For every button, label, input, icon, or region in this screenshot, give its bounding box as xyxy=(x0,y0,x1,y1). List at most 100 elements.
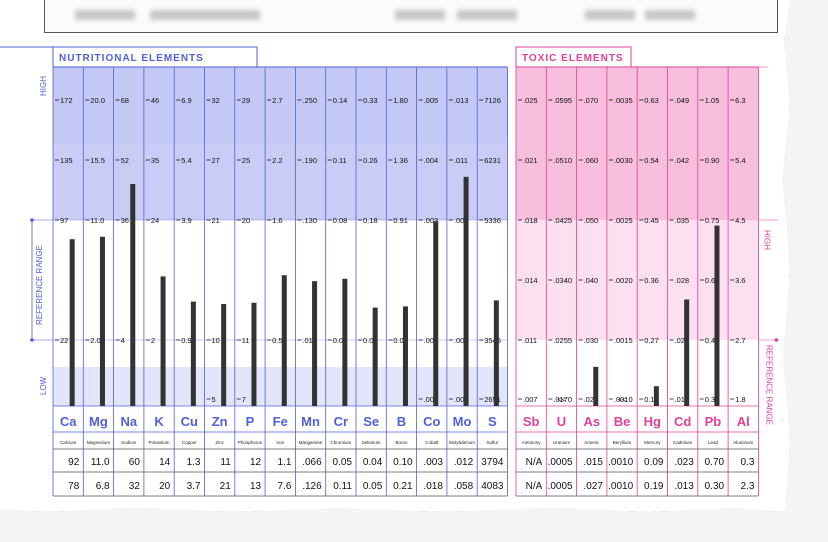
tick-label: .013 xyxy=(454,96,469,105)
tick-label: 27 xyxy=(212,156,220,165)
element-column-mo: .013 .011 .008 .003 .001 Mo Molybdenum .012 .058 xyxy=(448,96,475,492)
tick-label: 5 xyxy=(212,395,216,404)
result-bar xyxy=(433,221,439,406)
tick-label: 0.33 xyxy=(363,96,378,105)
reference-value: 20 xyxy=(159,481,171,492)
element-column-k: 46 35 24 2 K Potassium 14 20 xyxy=(145,96,171,492)
reference-range-label: REFERENCE RANGE xyxy=(35,245,44,325)
element-symbol: Ca xyxy=(60,414,77,429)
tick-label: 0.18 xyxy=(363,216,378,225)
tick-label: .025 xyxy=(523,96,538,105)
tick-label: .021 xyxy=(675,336,690,345)
reference-value: 0.05 xyxy=(363,481,383,492)
element-symbol: Al xyxy=(737,414,750,429)
tick-label: 1.36 xyxy=(393,156,408,165)
tick-label: 3546 xyxy=(484,336,501,345)
element-symbol: S xyxy=(488,414,497,429)
result-bar xyxy=(221,304,227,406)
tick-label: .049 xyxy=(675,96,690,105)
tick-label: 0.08 xyxy=(333,216,348,225)
element-symbol: Na xyxy=(120,414,137,429)
tick-label: .020 xyxy=(584,395,599,404)
toxic-side-axis: HIGH REFERENCE RANGE xyxy=(758,66,779,425)
reference-value: 0.11 xyxy=(333,481,352,492)
tick-label: .021 xyxy=(523,156,538,165)
result-bar xyxy=(653,386,659,406)
tick-label: 0.27 xyxy=(644,336,659,345)
tick-label: .001 xyxy=(424,336,439,345)
tick-label: .042 xyxy=(675,156,690,165)
tick-label: 0.02 xyxy=(393,336,408,345)
element-symbol: Mg xyxy=(89,414,108,429)
element-column-na: 68 52 36 4 Na Sodium 60 32 xyxy=(115,96,141,492)
tick-label: 0.5 xyxy=(272,336,282,345)
element-column-co: .005 .004 .003 .001 .000 Co Cobalt .003 .018 xyxy=(418,96,443,492)
element-symbol: Mn xyxy=(301,414,320,429)
element-column-cd: .049 .042 .035 .028 .021 .014 Cd Cadmium .023 .01… xyxy=(669,96,694,492)
tick-label: 0.11 xyxy=(333,156,347,165)
tick-label: .0425 xyxy=(553,216,572,225)
tick-label: 0.54 xyxy=(644,156,659,165)
result-value: .0010 xyxy=(608,457,633,468)
element-name: Beryllium xyxy=(613,440,632,445)
tick-label: .190 xyxy=(302,156,317,165)
element-symbol: Cr xyxy=(334,414,348,429)
tick-label: 29 xyxy=(242,96,250,105)
tick-label: .008 xyxy=(454,216,469,225)
result-value: 11.0 xyxy=(91,457,110,468)
tick-label: .004 xyxy=(424,156,439,165)
result-value: 0.09 xyxy=(644,457,664,468)
reference-value: 7.6 xyxy=(277,481,291,492)
result-value: 14 xyxy=(159,457,171,468)
reference-value: .0005 xyxy=(548,481,573,492)
tick-label: 52 xyxy=(121,156,129,165)
element-name: Phosphorus xyxy=(238,440,263,445)
tick-label: 22 xyxy=(60,336,68,345)
tick-label: .130 xyxy=(302,216,317,225)
element-name: Manganese xyxy=(299,440,323,445)
tick-label: 2.7 xyxy=(272,96,282,105)
tick-label: 0.9 xyxy=(181,336,191,345)
tick-label: .014 xyxy=(523,276,538,285)
result-value: .012 xyxy=(454,457,474,468)
tick-label: .005 xyxy=(424,96,439,105)
tick-label: .0170 xyxy=(553,395,572,404)
result-bar xyxy=(684,299,690,406)
reference-value: 4083 xyxy=(481,481,504,492)
element-column-mn: .250 .190 .130 .010 Mn Manganese .066 .126 xyxy=(297,96,323,492)
result-value: .003 xyxy=(423,457,443,468)
result-bar xyxy=(160,276,166,406)
tick-label: .0025 xyxy=(614,216,633,225)
result-bar xyxy=(312,281,318,406)
high-label: HIGH xyxy=(762,230,771,250)
element-symbol: Cu xyxy=(181,414,198,429)
element-name: Selenium xyxy=(362,440,381,445)
tick-label: .0595 xyxy=(553,96,572,105)
section-title: TOXIC ELEMENTS xyxy=(522,53,624,64)
below-range-marker: << xyxy=(618,395,627,404)
result-value: 60 xyxy=(129,457,141,468)
tick-label: 20.0 xyxy=(90,96,105,105)
element-name: Potassium xyxy=(149,440,170,445)
tick-label: 0.30 xyxy=(705,395,720,404)
tick-label: .0020 xyxy=(614,276,633,285)
element-column-be: .0035.0030.0025.0020.0015.0010<<BeBeryll… xyxy=(608,96,633,492)
result-bar xyxy=(190,301,196,406)
tick-label: 2 xyxy=(151,336,155,345)
element-name: Copper xyxy=(182,440,197,445)
low-band xyxy=(53,367,508,406)
tick-label: 1.05 xyxy=(705,96,720,105)
result-value: .023 xyxy=(674,457,694,468)
tick-label: 32 xyxy=(212,96,220,105)
nutritional-side-axis: HIGH LOW REFERENCE RANGE xyxy=(0,46,53,395)
result-bar xyxy=(372,307,378,406)
reference-value: N/A xyxy=(526,481,543,492)
result-bar xyxy=(402,306,408,406)
reference-value: 0.21 xyxy=(393,481,413,492)
tick-label: .000 xyxy=(424,395,439,404)
element-symbol: Cd xyxy=(674,414,691,429)
element-name: Aluminum xyxy=(733,440,753,445)
element-column-se: 0.33 0.26 0.18 0.03 Se Selenium 0.04 0.05 xyxy=(358,96,383,492)
tick-label: 0.45 xyxy=(705,336,720,345)
result-value: 3794 xyxy=(481,457,504,468)
